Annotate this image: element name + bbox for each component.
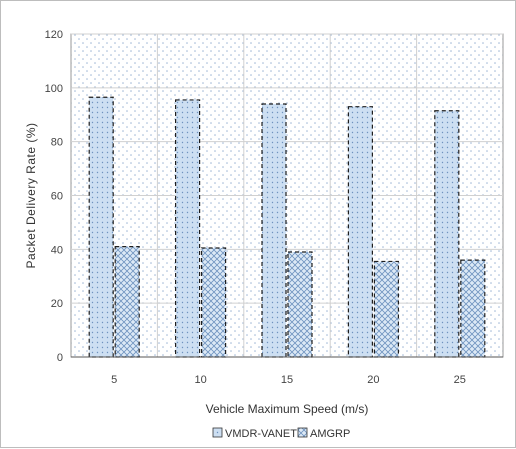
- bar-vmdr-vanet-15: [261, 103, 287, 358]
- x-tick-label: 15: [281, 374, 293, 386]
- gridlines: [71, 33, 503, 357]
- legend-swatch-0: [212, 427, 223, 438]
- y-tick-label: 120: [45, 29, 63, 41]
- bar-amgrp-10: [201, 247, 227, 358]
- y-axis-label: Packet Delivery Rate (%): [24, 122, 38, 268]
- y-tick-label: 20: [51, 298, 63, 310]
- y-tick-label: 80: [51, 137, 63, 149]
- legend-label: AMGRP: [310, 428, 350, 440]
- legend-label: VMDR-VANET: [225, 428, 297, 440]
- x-tick-label: 5: [111, 374, 117, 386]
- y-tick-labels: 0 20 40 60 80 100 120: [45, 29, 63, 364]
- bar-vmdr-vanet-20: [347, 106, 373, 358]
- y-tick-label: 40: [51, 244, 63, 256]
- bar-amgrp-15: [287, 251, 313, 358]
- bars: [88, 96, 486, 358]
- bar-amgrp-25: [460, 259, 486, 358]
- bar-vmdr-vanet-5: [88, 96, 114, 358]
- x-axis-label: Vehicle Maximum Speed (m/s): [206, 402, 369, 416]
- bar-vmdr-vanet-10: [175, 99, 201, 358]
- x-tick-label: 20: [367, 374, 379, 386]
- legend: VMDR-VANET AMGRP: [212, 427, 350, 440]
- bar-vmdr-vanet-25: [434, 110, 460, 358]
- x-tick-labels: 5 10 15 20 25: [111, 374, 466, 386]
- y-tick-label: 100: [45, 83, 63, 95]
- bar-amgrp-20: [373, 260, 399, 358]
- bar-amgrp-5: [114, 246, 140, 358]
- legend-swatch-1: [297, 427, 308, 438]
- y-tick-label: 0: [57, 352, 63, 364]
- y-tick-label: 60: [51, 191, 63, 203]
- x-tick-label: 10: [194, 374, 206, 386]
- x-tick-label: 25: [454, 374, 466, 386]
